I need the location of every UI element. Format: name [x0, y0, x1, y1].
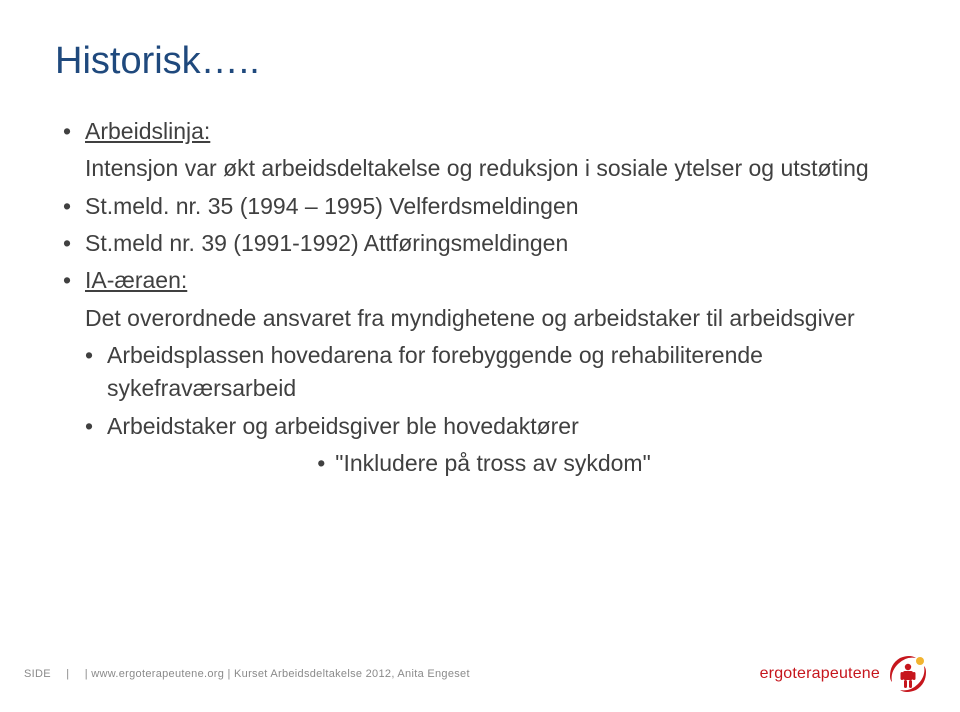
logo-text: ergoterapeutene	[760, 665, 880, 683]
logo-mark-icon	[886, 652, 930, 696]
sub-bullet-arbeidstaker: Arbeidstaker og arbeidsgiver ble hovedak…	[85, 410, 905, 443]
arbeidslinja-description: Intensjon var økt arbeidsdeltakelse og r…	[63, 152, 905, 185]
footer-info: | www.ergoterapeutene.org | Kurset Arbei…	[85, 668, 470, 680]
section-heading-ia: IA-æraen:	[85, 267, 187, 293]
quote-line: •"Inkludere på tross av sykdom"	[63, 447, 905, 480]
section-heading-arbeidslinja: Arbeidslinja:	[85, 118, 210, 144]
bullet-ia-aeraen: IA-æraen:	[63, 264, 905, 297]
slide-title: Historisk…..	[55, 40, 905, 83]
footer-separator: |	[54, 668, 81, 680]
footer-side-label: SIDE	[24, 668, 51, 680]
footer-text: SIDE | | www.ergoterapeutene.org | Kurse…	[24, 668, 470, 680]
slide: Historisk….. Arbeidslinja: Intensjon var…	[0, 0, 960, 712]
slide-content: Arbeidslinja: Intensjon var økt arbeidsd…	[55, 115, 905, 480]
bullet-stmeld-35: St.meld. nr. 35 (1994 – 1995) Velferdsme…	[63, 190, 905, 223]
bullet-arbeidslinja: Arbeidslinja:	[63, 115, 905, 148]
logo: ergoterapeutene	[760, 652, 930, 696]
slide-footer: SIDE | | www.ergoterapeutene.org | Kurse…	[0, 656, 960, 692]
bullet-stmeld-39: St.meld nr. 39 (1991-1992) Attføringsmel…	[63, 227, 905, 260]
bullet-dot: •	[317, 447, 335, 480]
ia-description: Det overordnede ansvaret fra myndigheten…	[63, 302, 905, 335]
quote-text: "Inkludere på tross av sykdom"	[335, 450, 650, 476]
sub-bullet-arbeidsplassen: Arbeidsplassen hovedarena for forebyggen…	[85, 339, 905, 406]
